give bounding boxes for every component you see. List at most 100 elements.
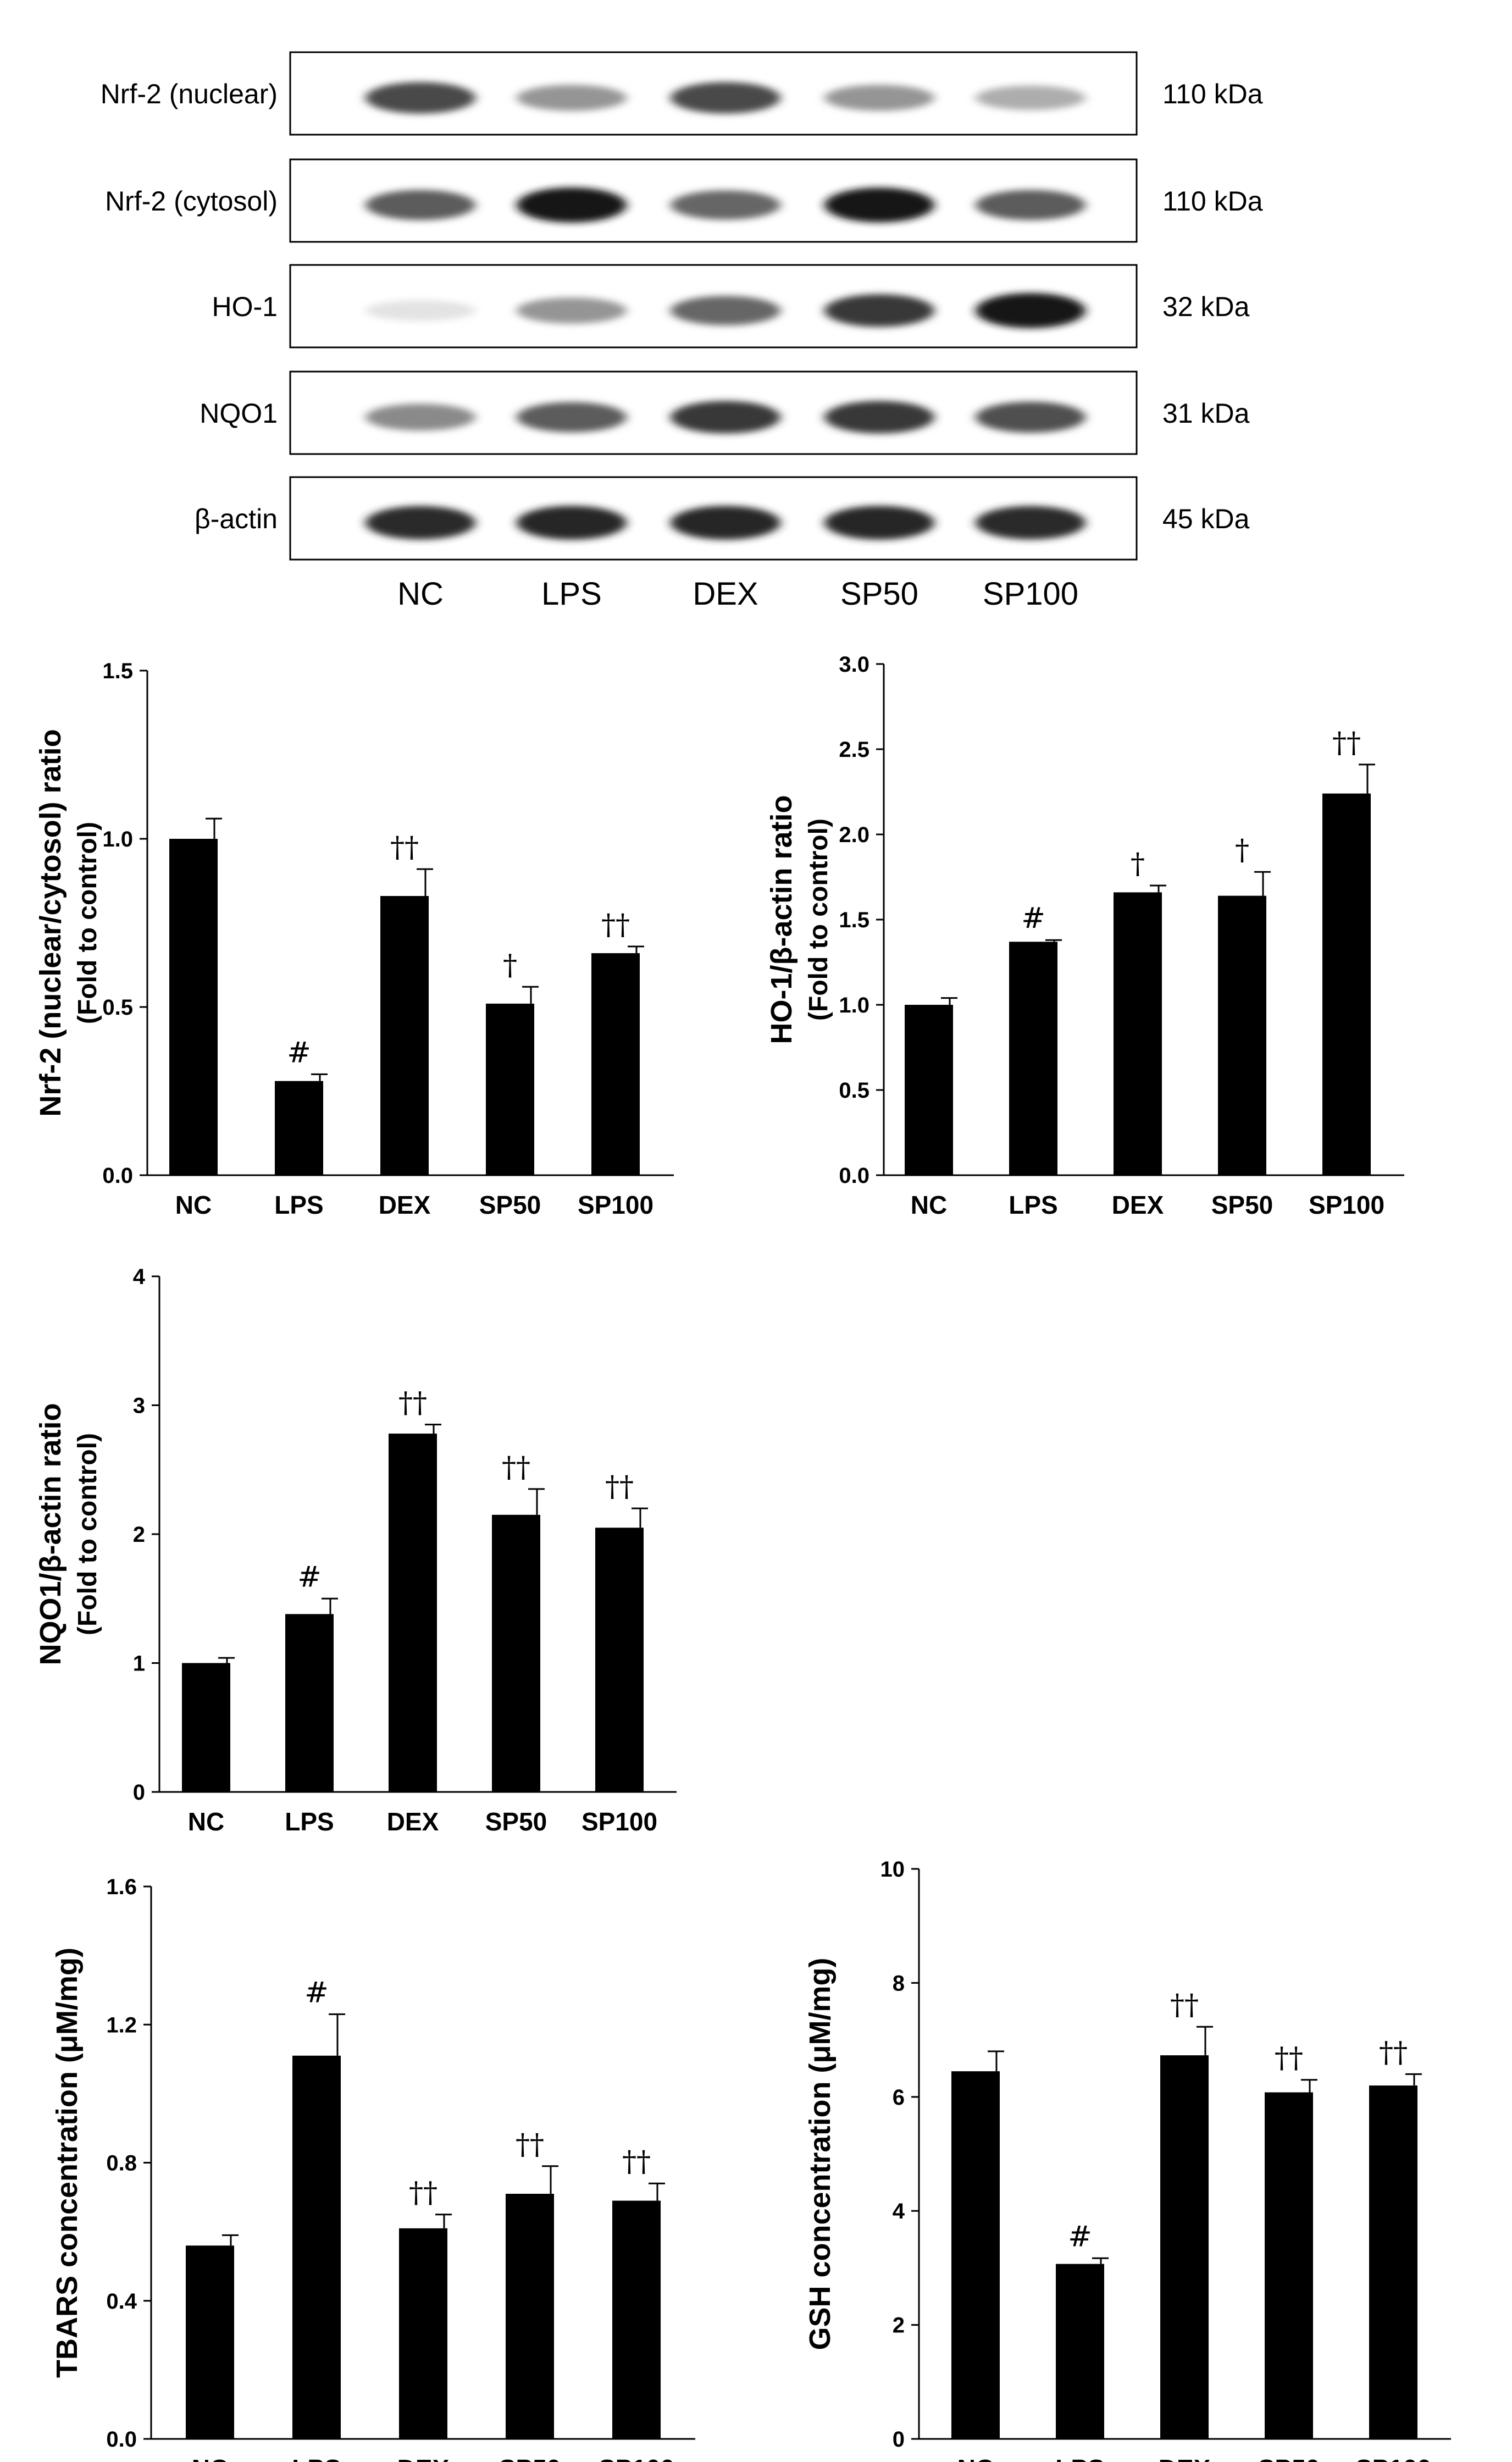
y-axis-title: GSH concentration (μM/mg)	[804, 1957, 837, 2350]
blot-band	[517, 506, 627, 540]
y-tick-label: 1.5	[102, 659, 133, 683]
x-tick-label: SP50	[499, 2454, 561, 2462]
x-tick-label: SP100	[581, 1807, 657, 1836]
bar-charts: 0.0 0.5 1.0 1.5 NC # LPS †† DEX † SP50 †† SP100 Nrf-2…	[34, 652, 1451, 2462]
y-tick-label: 6	[893, 2085, 905, 2110]
blot-band	[365, 82, 475, 114]
bar	[595, 1528, 644, 1792]
x-tick-label: SP50	[1258, 2454, 1320, 2462]
blot-lane-label: DEX	[693, 576, 758, 612]
significance-mark: #	[1021, 902, 1045, 935]
significance-mark: ††	[622, 2145, 651, 2178]
y-axis-title: HO-1/β-actin ratio	[765, 795, 798, 1044]
significance-mark: ††	[390, 831, 419, 864]
blot-mw-label: 110 kDa	[1162, 186, 1263, 217]
bar	[1218, 895, 1266, 1175]
y-tick-label: 4	[133, 1265, 146, 1289]
blot-mw-label: 31 kDa	[1162, 398, 1250, 429]
significance-mark: #	[297, 1561, 322, 1594]
x-tick-label: SP50	[1211, 1191, 1273, 1219]
x-tick-label: SP100	[1355, 2454, 1431, 2462]
y-axis-subtitle: (Fold to control)	[73, 822, 102, 1024]
significance-mark: ††	[409, 2177, 437, 2210]
x-tick-label: NC	[911, 1191, 947, 1219]
y-axis-title: TBARS concentration (μM/mg)	[51, 1948, 84, 2378]
bar	[182, 1663, 230, 1792]
blot-lane-label: LPS	[541, 576, 602, 612]
x-tick-label: LPS	[1055, 2454, 1104, 2462]
blot-band	[824, 85, 934, 111]
y-tick-label: 3	[133, 1394, 145, 1418]
y-tick-label: 0.4	[106, 2289, 137, 2314]
y-tick-label: 0.5	[839, 1078, 869, 1103]
significance-mark: #	[287, 1036, 311, 1069]
significance-mark: ††	[1379, 2036, 1408, 2069]
blot-mw-label: 110 kDa	[1162, 79, 1263, 109]
blot-protein-label: Nrf-2 (cytosol)	[105, 186, 278, 217]
y-tick-label: 2.0	[839, 823, 869, 847]
blot-band	[976, 506, 1085, 540]
significance-mark: #	[1068, 2220, 1092, 2253]
significance-mark: ††	[516, 2128, 544, 2161]
blot-band	[517, 297, 627, 324]
western-blot-panel: Nrf-2 (nuclear) 110 kDa Nrf-2 (cytosol) 110…	[101, 51, 1263, 612]
y-tick-label: 8	[893, 1971, 905, 1995]
blot-lane-label: SP50	[840, 576, 918, 612]
blot-band	[365, 506, 475, 540]
x-tick-label: DEX	[379, 1191, 431, 1219]
blot-band	[365, 190, 475, 220]
bar	[292, 2055, 341, 2439]
significance-mark: ††	[1275, 2042, 1303, 2075]
significance-mark: †	[1235, 834, 1249, 867]
x-tick-label: DEX	[387, 1807, 439, 1836]
blot-mw-label: 45 kDa	[1162, 504, 1250, 534]
y-axis-subtitle: (Fold to control)	[804, 818, 833, 1021]
bar	[186, 2245, 234, 2439]
y-tick-label: 0.8	[106, 2151, 137, 2176]
significance-mark: ††	[1170, 1989, 1199, 2022]
bar	[389, 1434, 437, 1792]
blot-lane-label: NC	[397, 576, 444, 612]
x-tick-label: SP100	[1309, 1191, 1384, 1219]
y-tick-label: 0.0	[106, 2427, 137, 2452]
bar	[380, 896, 429, 1175]
y-tick-label: 3.0	[839, 652, 869, 677]
blot-protein-label: Nrf-2 (nuclear)	[101, 79, 278, 109]
bar	[905, 1005, 953, 1175]
x-tick-label: SP100	[599, 2454, 674, 2462]
y-tick-label: 4	[893, 2199, 905, 2223]
significance-mark: ††	[398, 1387, 427, 1420]
y-tick-label: 0.0	[839, 1164, 869, 1188]
bar	[399, 2228, 447, 2439]
blot-band	[671, 401, 780, 434]
bar-chart-1: 0.0 0.5 1.0 1.5 NC # LPS †† DEX † SP50 †† SP100 Nrf-2…	[34, 659, 674, 1219]
significance-mark: †	[503, 949, 517, 982]
blot-band	[517, 187, 627, 223]
bar-chart-5: 0 2 4 6 8 10 NC # LPS †† DEX †† SP50 †† SP100 GSH conce…	[804, 1857, 1451, 2462]
x-tick-label: LPS	[274, 1191, 323, 1219]
bar	[506, 2194, 554, 2439]
significance-mark: ††	[605, 1470, 634, 1503]
x-tick-label: NC	[957, 2454, 994, 2462]
blot-band	[824, 294, 934, 327]
bar	[275, 1081, 323, 1175]
blot-protein-label: β-actin	[195, 504, 278, 534]
significance-mark: ††	[502, 1451, 530, 1484]
x-tick-label: NC	[192, 2454, 228, 2462]
y-tick-label: 0	[133, 1780, 145, 1805]
bar-chart-2: 0.0 0.5 1.0 1.5 2.0 2.5 3.0 NC # LPS † DEX † SP50 †† SP…	[765, 652, 1404, 1219]
y-tick-label: 0.5	[102, 995, 133, 1020]
bar	[1009, 942, 1057, 1175]
x-tick-label: DEX	[1159, 2454, 1211, 2462]
x-tick-label: LPS	[285, 1807, 334, 1836]
blot-band	[824, 187, 934, 223]
y-axis-title: Nrf-2 (nuclear/cytosol) ratio	[34, 729, 67, 1116]
bar	[486, 1003, 534, 1175]
y-tick-label: 1	[133, 1652, 145, 1676]
y-tick-label: 1.0	[839, 993, 869, 1017]
blot-band	[671, 190, 780, 220]
y-tick-label: 2.5	[839, 738, 869, 762]
x-tick-label: NC	[188, 1807, 224, 1836]
blot-band	[671, 506, 780, 540]
bar	[1056, 2264, 1104, 2439]
